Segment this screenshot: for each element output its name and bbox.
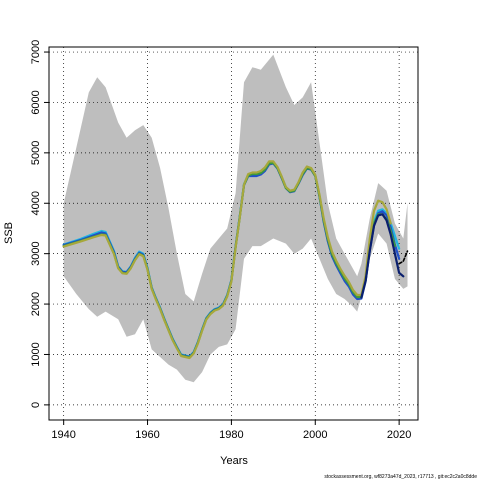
y-tick-label: 2000 (30, 292, 42, 316)
series-line-black (398, 250, 409, 265)
y-tick-label: 7000 (30, 40, 42, 64)
y-tick-label: 3000 (30, 241, 42, 265)
y-axis: 0 1000 2000 3000 4000 5000 6000 7000 (30, 40, 49, 408)
x-tick-label: 1980 (219, 429, 243, 441)
series-line-navy (360, 213, 405, 299)
x-tick-label: 1940 (51, 429, 75, 441)
grid (49, 47, 418, 420)
series-line-olive (62, 160, 392, 360)
y-tick-label: 1000 (30, 342, 42, 366)
x-axis: 1940 1960 1980 2000 2020 (51, 420, 411, 441)
confidence-band (63, 54, 408, 383)
footer-credit: stockassessment.org, wf8273a47d_2023, r1… (324, 474, 477, 480)
y-tick-label: 0 (30, 402, 42, 408)
ssb-series (62, 160, 409, 360)
y-tick-label: 5000 (30, 141, 42, 165)
y-tick-label: 4000 (30, 191, 42, 215)
confidence-band-area (63, 54, 408, 383)
x-tick-label: 1960 (135, 429, 159, 441)
y-axis-title: SSB (3, 222, 15, 244)
y-tick-label: 6000 (30, 90, 42, 114)
plot-frame (48, 46, 419, 421)
x-tick-label: 2020 (387, 429, 411, 441)
x-axis-title: Years (220, 455, 248, 467)
x-tick-label: 2000 (303, 429, 327, 441)
